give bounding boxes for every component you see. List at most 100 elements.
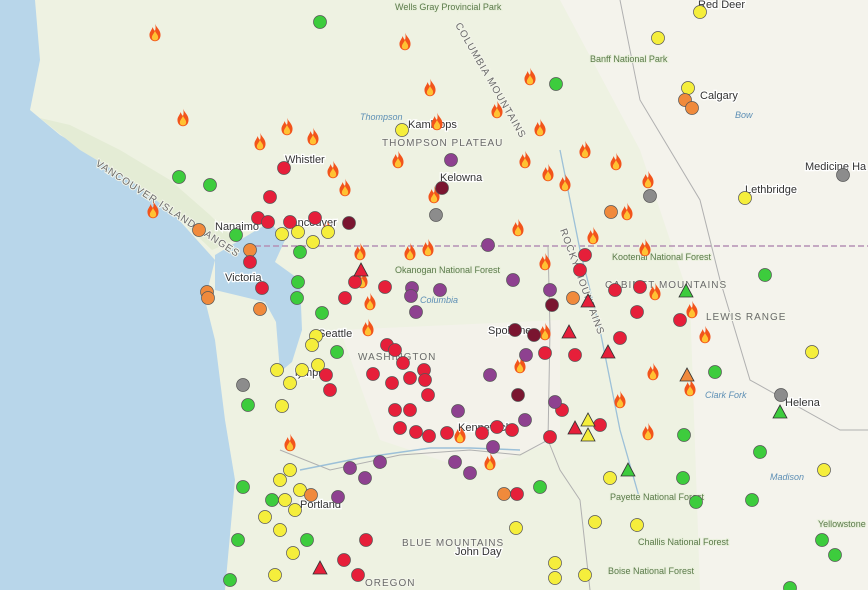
- monitor-dot: [643, 189, 657, 203]
- monitor-dot: [708, 365, 722, 379]
- monitor-dot: [508, 323, 522, 337]
- water-label: Madison: [770, 472, 804, 482]
- salish-sea: [215, 222, 302, 372]
- monitor-dot: [677, 428, 691, 442]
- vancouver-island: [40, 118, 235, 250]
- monitor-dot: [817, 463, 831, 477]
- monitor-dot: [490, 420, 504, 434]
- monitor-dot: [223, 573, 237, 587]
- monitor-dot: [270, 363, 284, 377]
- monitor-dot: [633, 280, 647, 294]
- monitor-dot: [433, 283, 447, 297]
- monitor-dot: [300, 533, 314, 547]
- monitor-dot: [511, 388, 525, 402]
- monitor-dot: [305, 338, 319, 352]
- monitor-dot: [481, 238, 495, 252]
- monitor-dot: [283, 376, 297, 390]
- monitor-dot: [243, 243, 257, 257]
- monitor-dot: [440, 426, 454, 440]
- monitor-dot: [378, 280, 392, 294]
- monitor-dot: [236, 480, 250, 494]
- monitor-dot: [342, 216, 356, 230]
- place-label: Medicine Ha: [805, 161, 867, 173]
- monitor-dot: [315, 306, 329, 320]
- park-label: Wells Gray Provincial Park: [395, 2, 502, 12]
- monitor-dot: [451, 404, 465, 418]
- region-label: BLUE MOUNTAINS: [402, 538, 504, 549]
- monitor-dot: [543, 430, 557, 444]
- monitor-dot: [403, 371, 417, 385]
- monitor-dot: [313, 15, 327, 29]
- monitor-dot: [291, 275, 305, 289]
- monitor-dot: [385, 376, 399, 390]
- monitor-dot: [497, 487, 511, 501]
- monitor-dot: [758, 268, 772, 282]
- monitor-dot: [337, 553, 351, 567]
- monitor-dot: [261, 215, 275, 229]
- monitor-dot: [304, 488, 318, 502]
- monitor-dot: [348, 275, 362, 289]
- monitor-dot: [828, 548, 842, 562]
- sensor-triangle: [580, 293, 596, 308]
- monitor-dot: [231, 533, 245, 547]
- monitor-dot: [774, 388, 788, 402]
- monitor-dot: [505, 423, 519, 437]
- monitor-dot: [404, 289, 418, 303]
- monitor-dot: [330, 345, 344, 359]
- place-label: Kelowna: [440, 172, 483, 184]
- sensor-triangle: [620, 462, 636, 477]
- sensor-triangle: [772, 404, 788, 419]
- monitor-dot: [578, 248, 592, 262]
- monitor-dot: [693, 5, 707, 19]
- monitor-dot: [815, 533, 829, 547]
- monitor-dot: [509, 521, 523, 535]
- monitor-dot: [359, 533, 373, 547]
- monitor-dot: [548, 571, 562, 585]
- state-line: [547, 439, 591, 590]
- monitor-dot: [293, 245, 307, 259]
- monitor-dot: [273, 473, 287, 487]
- monitor-dot: [836, 168, 850, 182]
- monitor-dot: [288, 503, 302, 517]
- monitor-dot: [172, 170, 186, 184]
- monitor-dot: [608, 283, 622, 297]
- monitor-dot: [393, 421, 407, 435]
- monitor-dot: [236, 378, 250, 392]
- markers: [147, 5, 850, 590]
- monitor-dot: [630, 518, 644, 532]
- monitor-dot: [519, 348, 533, 362]
- place-label: Red Deer: [698, 0, 745, 11]
- river: [559, 149, 641, 501]
- monitor-dot: [286, 546, 300, 560]
- sensor-triangle: [600, 344, 616, 359]
- sensor-triangle: [353, 262, 369, 277]
- monitor-dot: [518, 413, 532, 427]
- monitor-dot: [422, 429, 436, 443]
- monitor-dot: [395, 123, 409, 137]
- monitor-dot: [343, 461, 357, 475]
- monitor-dot: [651, 31, 665, 45]
- monitor-dot: [753, 445, 767, 459]
- place-label: Helena: [785, 397, 821, 409]
- monitor-dot: [568, 348, 582, 362]
- sensor-triangle: [678, 283, 694, 298]
- place-label: Whistler: [285, 154, 325, 166]
- monitor-dot: [268, 568, 282, 582]
- monitor-dot: [566, 291, 580, 305]
- monitor-dot: [203, 178, 217, 192]
- sensor-triangle: [580, 427, 596, 442]
- monitor-dot: [475, 426, 489, 440]
- monitor-dot: [689, 495, 703, 509]
- place-label: Lethbridge: [745, 184, 797, 196]
- monitor-dot: [277, 161, 291, 175]
- monitor-dot: [783, 581, 797, 590]
- monitor-dot: [578, 568, 592, 582]
- place-label: Victoria: [225, 272, 262, 284]
- water-label: Columbia: [420, 295, 458, 305]
- monitor-dot: [319, 368, 333, 382]
- monitor-dot: [538, 346, 552, 360]
- monitor-dot: [463, 466, 477, 480]
- monitor-dot: [253, 302, 267, 316]
- monitor-dot: [418, 373, 432, 387]
